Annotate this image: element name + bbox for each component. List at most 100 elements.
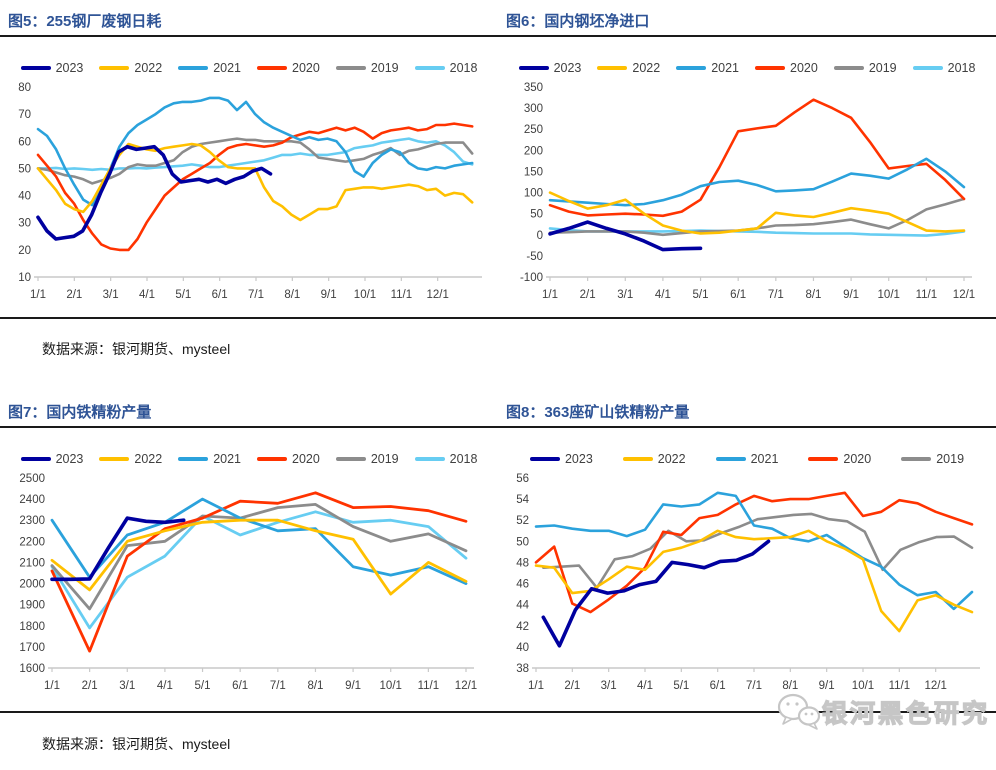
legend-item-2022: 2022 (622, 452, 686, 466)
y-tick-label: 100 (524, 188, 543, 200)
legend-label: 2019 (936, 452, 965, 466)
x-tick-label: 11/1 (418, 680, 440, 692)
x-tick-label: 6/1 (710, 680, 726, 692)
chart-canvas: 1/1 2/1 3/1 4/1 5/1 6/1 7/1 8/1 9/1 10/1 11/1 12/1 1… (19, 473, 477, 692)
y-tick-label: 40 (516, 642, 529, 654)
wechat-logo-icon (777, 693, 821, 730)
y-tick-label: 350 (524, 82, 543, 94)
series-line-2019 (36, 137, 474, 185)
y-tick-label: 50 (530, 209, 543, 221)
legend-label: 2018 (947, 61, 976, 75)
y-tick-label: 2300 (19, 515, 45, 527)
x-tick-label: 7/1 (768, 289, 784, 301)
legend-label: 2022 (134, 452, 163, 466)
legend-label: 2023 (55, 452, 84, 466)
x-tick-label: 10/1 (354, 289, 376, 301)
legend-label: 2023 (55, 61, 84, 75)
data-source-note: 数据来源：银河期货、mysteel (42, 341, 231, 357)
series-line-2019 (541, 512, 974, 590)
x-tick-label: 9/1 (819, 680, 835, 692)
series-line-2021 (534, 491, 974, 611)
y-tick-label: 44 (516, 600, 529, 612)
legend-item-2019: 2019 (833, 61, 897, 75)
legend-label: 2019 (370, 61, 399, 75)
legend-item-2023: 2023 (518, 61, 581, 75)
y-tick-label: 1700 (19, 642, 45, 654)
legend-swatch (20, 456, 51, 462)
series-line-2020 (534, 491, 974, 614)
legend-item-2023: 2023 (20, 452, 84, 466)
legend-label: 2020 (843, 452, 872, 466)
legend-swatch (257, 456, 287, 462)
legend-item-2020: 2020 (808, 452, 871, 466)
legend-label: 2018 (449, 452, 478, 466)
legend-label: 2018 (449, 61, 478, 75)
legend-label: 2023 (564, 452, 593, 466)
legend-swatch (808, 456, 839, 462)
legend-swatch (99, 65, 130, 71)
legend-item-2022: 2022 (597, 61, 660, 75)
legend-item-2020: 2020 (257, 61, 320, 75)
x-tick-label: 12/1 (455, 680, 477, 692)
x-tick-label: 10/1 (380, 680, 402, 692)
x-tick-label: 6/1 (730, 289, 746, 301)
y-tick-label: 42 (516, 621, 529, 633)
y-tick-label: 80 (18, 82, 31, 94)
y-tick-label: 1600 (19, 663, 45, 675)
chart-title-fig8: 图8：363座矿山铁精粉产量 (506, 404, 690, 421)
legend-item-2023: 2023 (529, 452, 593, 466)
x-tick-label: 12/1 (426, 289, 448, 301)
divider-line (0, 426, 996, 428)
y-tick-label: 10 (18, 272, 31, 284)
x-tick-label: 4/1 (637, 680, 653, 692)
legend-label: 2019 (868, 61, 897, 75)
series-line-2020 (548, 98, 966, 218)
y-tick-label: 2100 (19, 557, 45, 569)
legend-swatch (99, 456, 130, 462)
series-line-2018 (36, 137, 474, 172)
x-tick-label: 4/1 (139, 289, 155, 301)
y-tick-label: 250 (524, 124, 543, 136)
y-tick-label: 46 (516, 579, 529, 591)
legend: 2023 2022 2021 2020 2019 (498, 450, 996, 468)
series-line-2022 (548, 191, 966, 235)
legend-swatch (414, 65, 445, 71)
x-tick-label: 1/1 (30, 289, 46, 301)
series-line-2018 (50, 510, 468, 630)
divider-line (0, 35, 996, 37)
legend-swatch (414, 456, 445, 462)
titles-row-bottom: 图7：国内铁精粉产量 图8：363座矿山铁精粉产量 (0, 391, 996, 426)
y-tick-label: 50 (516, 536, 529, 548)
y-tick-label: 300 (524, 103, 543, 115)
charts-row-top: 2023 2022 2021 2020 2019 2018 1/1 2/1 3/1 4/1 5/1 6… (0, 37, 996, 307)
legend-label: 2021 (711, 61, 739, 75)
x-tick-label: 1/1 (44, 680, 60, 692)
y-tick-label: 150 (524, 166, 543, 178)
x-tick-label: 11/1 (889, 680, 911, 692)
legend-swatch (676, 65, 707, 71)
legend-item-2018: 2018 (414, 452, 478, 466)
chart-canvas: 1/1 2/1 3/1 4/1 5/1 6/1 7/1 8/1 9/1 10/1 11/1 12/1 1… (18, 82, 482, 301)
x-tick-label: 6/1 (212, 289, 228, 301)
legend-item-2019: 2019 (335, 61, 399, 75)
legend-label: 2020 (292, 61, 320, 75)
chart-title-fig5: 图5：255钢厂废钢日耗 (8, 13, 162, 30)
legend-swatch (257, 65, 287, 71)
x-tick-label: 10/1 (878, 289, 900, 301)
divider-line (0, 317, 996, 319)
x-tick-label: 12/1 (953, 289, 975, 301)
x-tick-label: 3/1 (103, 289, 119, 301)
x-tick-label: 6/1 (232, 680, 248, 692)
legend-item-2023: 2023 (20, 61, 84, 75)
legend-item-2018: 2018 (414, 61, 478, 75)
x-tick-label: 8/1 (284, 289, 300, 301)
chart-fig5: 2023 2022 2021 2020 2019 2018 1/1 2/1 3/1 4/1 5/1 6… (0, 37, 498, 307)
x-tick-label: 11/1 (391, 289, 413, 301)
legend-item-2020: 2020 (257, 452, 320, 466)
legend-swatch (715, 456, 746, 462)
legend-label: 2021 (213, 452, 241, 466)
x-tick-label: 5/1 (175, 289, 191, 301)
legend-swatch (912, 65, 943, 71)
x-tick-label: 9/1 (345, 680, 361, 692)
